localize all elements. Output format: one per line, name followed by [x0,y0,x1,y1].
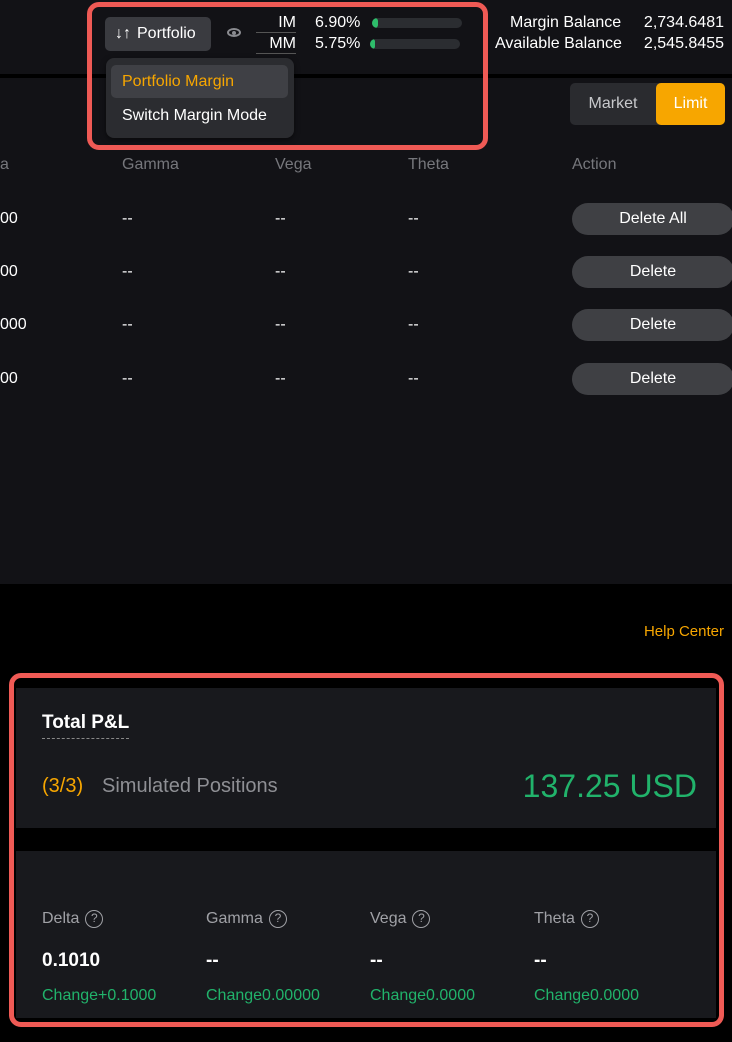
margin-balance-value: 2,734.6481 [643,14,724,31]
col-header-theta: Theta [408,156,449,173]
total-pnl-value: 137.25 USD [522,768,697,804]
greek-value: -- [206,950,219,971]
help-icon[interactable]: ? [412,910,431,928]
cell-theta: -- [408,370,419,387]
col-header-gamma: Gamma [122,156,179,173]
greek-value: -- [534,950,547,971]
cell-gamma: -- [122,263,133,280]
im-bar-fill [372,18,379,28]
cell-delta: 00 [0,370,18,387]
greek-change: Change+0.1000 [42,987,157,1004]
positions-table [0,132,732,584]
total-pnl-panel [16,688,716,828]
greek-change: Change0.0000 [534,987,639,1004]
delete-button[interactable]: Delete [572,363,732,395]
im-bar [372,18,462,28]
delete-button[interactable]: Delete [572,309,732,341]
menu-item-portfolio-margin[interactable]: Portfolio Margin [111,65,288,98]
greek-label-vega: Vega? [370,910,431,928]
greek-label-delta: Delta? [42,910,104,928]
help-icon[interactable]: ? [580,910,599,928]
greek-label-text: Vega [370,910,407,928]
highlight-box-header [87,2,488,150]
cell-gamma: -- [122,370,133,387]
portfolio-label: Portfolio [137,25,196,42]
simulated-positions-label: Simulated Positions [102,775,278,797]
portfolio-mode-button[interactable]: ↓↑ Portfolio [105,17,211,51]
limit-tab[interactable]: Limit [656,83,725,125]
cell-gamma: -- [122,316,133,333]
positions-count: (3/3) [42,775,84,797]
margin-balance-label: Margin Balance [510,14,622,31]
eye-icon[interactable] [227,28,241,37]
total-pnl-title: Total P&L [42,712,130,739]
cell-delta: 00 [0,263,18,280]
greek-change: Change0.00000 [206,987,320,1004]
delete-button[interactable]: Delete [572,256,732,288]
cell-vega: -- [275,316,286,333]
greek-value: -- [370,950,383,971]
greek-label-text: Gamma [206,910,263,928]
greek-label-text: Delta [42,910,80,928]
cell-vega: -- [275,370,286,387]
available-balance-value: 2,545.8455 [643,35,724,52]
mm-bar-fill [370,39,376,49]
help-center-link[interactable]: Help Center [643,623,724,640]
col-header-action: Action [572,156,617,173]
highlight-box-pnl [9,673,724,1027]
col-header-delta: a [0,156,9,173]
delete-all-button[interactable]: Delete All [572,203,732,235]
menu-item-switch-margin-mode[interactable]: Switch Margin Mode [122,107,267,124]
cell-vega: -- [275,210,286,227]
cell-delta: 000 [0,316,27,333]
greek-label-text: Theta [534,910,575,928]
cell-theta: -- [408,263,419,280]
help-icon[interactable]: ? [85,910,104,928]
cell-theta: -- [408,316,419,333]
portfolio-dropdown-menu: Portfolio Margin Switch Margin Mode [106,58,294,138]
cell-theta: -- [408,210,419,227]
greek-label-theta: Theta? [534,910,599,928]
greek-change: Change0.0000 [370,987,475,1004]
order-type-toggle: Market Limit [570,83,725,125]
mm-value: 5.75% [315,35,361,52]
mm-bar [370,39,460,49]
mm-label: MM [256,35,296,54]
greek-label-gamma: Gamma? [206,910,287,928]
greek-value: 0.1010 [42,950,101,971]
cell-delta: 00 [0,210,18,227]
available-balance-label: Available Balance [495,35,622,52]
cell-vega: -- [275,263,286,280]
market-tab[interactable]: Market [588,95,638,112]
help-icon[interactable]: ? [268,910,287,928]
col-header-vega: Vega [275,156,312,173]
im-label: IM [256,14,296,33]
swap-arrows-icon: ↓↑ [115,25,131,42]
im-value: 6.90% [315,14,361,31]
greeks-panel [16,851,716,1018]
cell-gamma: -- [122,210,133,227]
